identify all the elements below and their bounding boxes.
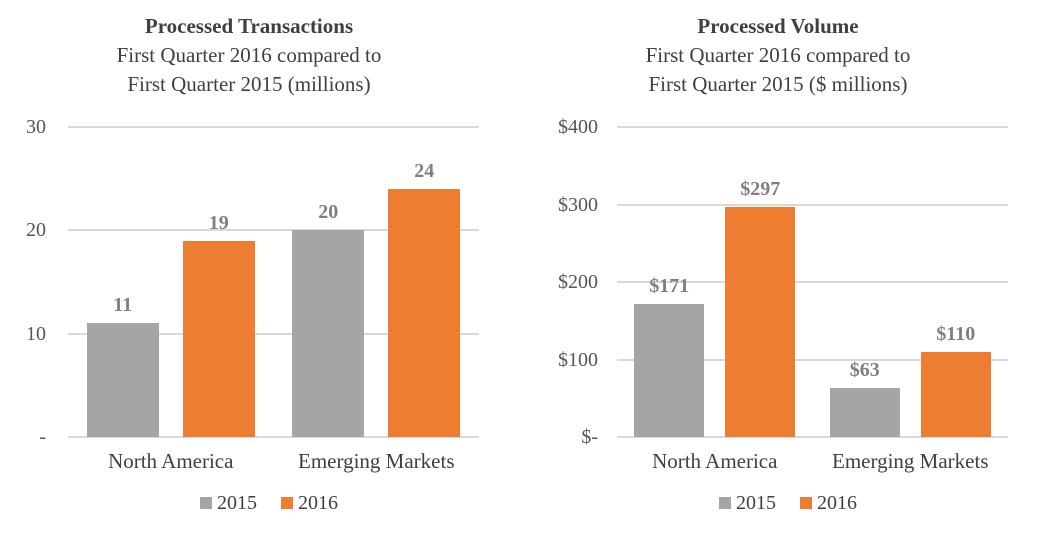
bar-value-label: 20 <box>318 201 339 224</box>
gridline <box>617 203 1008 206</box>
gridline <box>617 126 1008 128</box>
bar-2015 <box>86 323 159 437</box>
legend-item: 2015 <box>200 492 257 514</box>
bar-value-label: 24 <box>414 160 435 182</box>
chart-title: Processed Volume <box>697 14 859 38</box>
x-axis-category-label: North America <box>108 449 234 473</box>
legend: 2015 2016 <box>69 492 469 514</box>
x-axis-category-label: Emerging Markets <box>832 449 989 473</box>
bar-value-label: 19 <box>208 211 229 234</box>
bar-2015 <box>829 388 900 437</box>
y-axis-tick-label: $- <box>581 426 598 448</box>
legend: 2015 2016 <box>588 492 988 514</box>
gridline <box>68 229 479 232</box>
gridline <box>68 126 479 128</box>
chart-subtitle-line: First Quarter 2016 compared to <box>116 43 382 67</box>
chart-title-block: Processed Transactions First Quarter 201… <box>0 12 499 99</box>
legend-label: 2015 <box>217 492 257 514</box>
chart-subtitle-line: First Quarter 2016 compared to <box>645 43 911 67</box>
y-axis-tick-label: 10 <box>26 322 46 345</box>
legend-label: 2016 <box>298 492 338 514</box>
y-axis-tick-label: $400 <box>558 116 598 138</box>
gridline <box>617 436 1008 438</box>
processed-transactions-chart: Processed Transactions First Quarter 201… <box>0 12 499 514</box>
legend-swatch-2016 <box>800 497 812 509</box>
chart-subtitle-line: First Quarter 2015 ($ millions) <box>648 72 908 96</box>
chart-subtitle-line: First Quarter 2015 (millions) <box>127 72 371 96</box>
y-axis-tick-label: $300 <box>558 193 598 216</box>
legend-swatch-2016 <box>281 497 293 509</box>
legend-label: 2016 <box>817 492 857 514</box>
bar-2016 <box>388 189 461 437</box>
legend-item: 2016 <box>800 492 857 514</box>
legend-swatch-2015 <box>200 497 212 509</box>
gridline <box>617 358 1008 361</box>
legend-swatch-2015 <box>719 497 731 509</box>
gridline <box>617 281 1008 283</box>
gridline <box>68 332 479 335</box>
bar-value-label: $171 <box>649 275 690 298</box>
gridline <box>68 436 479 438</box>
chart-title: Processed Transactions <box>144 14 354 38</box>
y-axis-tick-label: $100 <box>558 348 598 371</box>
bar-2016 <box>182 240 255 437</box>
bar-value-label: $110 <box>936 322 976 345</box>
y-axis-tick-label: - <box>39 426 46 448</box>
bar-2015 <box>634 304 705 437</box>
legend-item: 2016 <box>281 492 338 514</box>
bar-2015 <box>292 230 365 437</box>
y-axis-tick-label: 20 <box>26 219 46 242</box>
chart-title-block: Processed Volume First Quarter 2016 comp… <box>528 12 1028 99</box>
legend-label: 2015 <box>736 492 776 514</box>
bar-2016 <box>920 351 991 437</box>
y-axis-tick-label: $200 <box>558 271 598 293</box>
y-axis-tick-label: 30 <box>26 116 46 138</box>
x-axis-category-label: North America <box>652 449 778 473</box>
bar-value-label: 11 <box>113 294 133 317</box>
bar-value-label: $63 <box>849 359 880 382</box>
bar-value-label: $297 <box>740 177 781 200</box>
legend-item: 2015 <box>719 492 776 514</box>
bar-2016 <box>725 206 796 437</box>
processed-volume-chart: Processed Volume First Quarter 2016 comp… <box>522 0 1044 535</box>
x-axis-category-label: Emerging Markets <box>298 449 455 473</box>
